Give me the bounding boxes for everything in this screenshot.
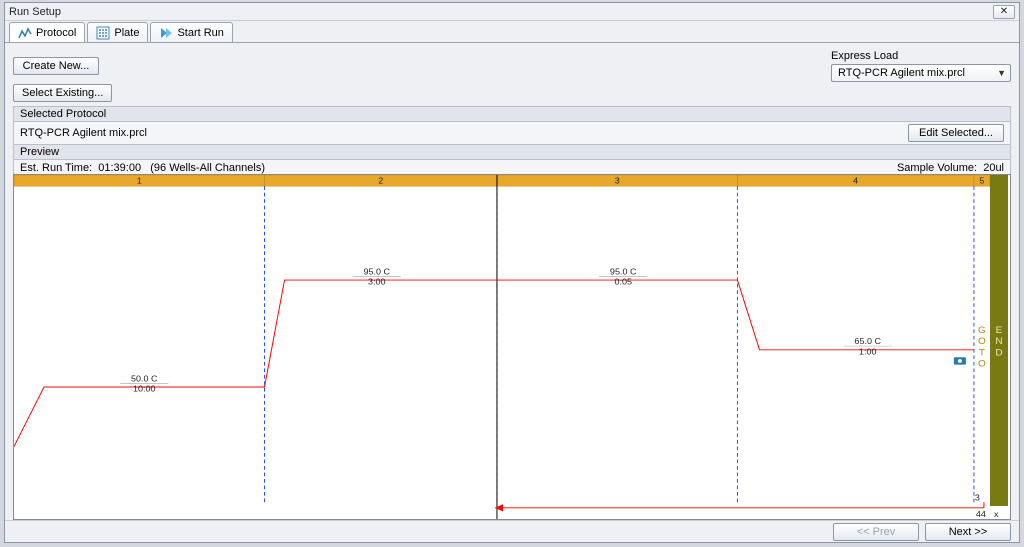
svg-text:O: O <box>978 359 986 370</box>
tab-label: Protocol <box>36 27 76 39</box>
svg-text:D: D <box>995 348 1002 359</box>
window-title: Run Setup <box>9 6 61 18</box>
selected-protocol-row: RTQ-PCR Agilent mix.prcl Edit Selected..… <box>13 122 1011 145</box>
plate-grid-icon <box>96 26 110 40</box>
svg-text:2: 2 <box>378 176 383 186</box>
tab-label: Start Run <box>177 27 223 39</box>
tab-plate[interactable]: Plate <box>87 22 148 42</box>
svg-text:3: 3 <box>615 176 620 186</box>
svg-text:3: 3 <box>975 493 980 503</box>
protocol-chart-icon <box>18 26 32 40</box>
svg-text:O: O <box>978 337 986 348</box>
svg-text:5: 5 <box>979 176 984 186</box>
svg-text:3:00: 3:00 <box>368 277 386 287</box>
selected-protocol-header: Selected Protocol <box>13 106 1011 122</box>
tab-bar: Protocol Plate Start Run <box>5 21 1019 43</box>
express-load-label: Express Load <box>831 50 1011 62</box>
selected-protocol-filename: RTQ-PCR Agilent mix.prcl <box>20 127 147 139</box>
protocol-panel: Create New... Express Load RTQ-PCR Agile… <box>5 44 1019 520</box>
tab-start-run[interactable]: Start Run <box>150 22 232 42</box>
svg-text:10:00: 10:00 <box>133 384 156 394</box>
run-setup-window: Run Setup ✕ Protocol Plate <box>4 2 1020 543</box>
svg-text:1:00: 1:00 <box>859 347 877 357</box>
wizard-footer: << Prev Next >> <box>5 520 1019 542</box>
svg-text:0:05: 0:05 <box>614 277 632 287</box>
svg-text:4: 4 <box>853 176 858 186</box>
svg-text:T: T <box>979 348 985 359</box>
titlebar: Run Setup ✕ <box>5 3 1019 21</box>
create-new-button[interactable]: Create New... <box>13 57 99 75</box>
channels-info: (96 Wells-All Channels) <box>150 162 265 174</box>
est-run-time-label: Est. Run Time: <box>20 162 92 174</box>
tab-label: Plate <box>114 27 139 39</box>
svg-text:50.0 C: 50.0 C <box>131 374 158 384</box>
chevron-down-icon: ▼ <box>997 68 1006 78</box>
svg-text:65.0 C: 65.0 C <box>854 337 881 347</box>
protocol-preview-chart: 12345ENDGOTO50.0 C10:0095.0 C3:0095.0 C0… <box>13 174 1011 520</box>
next-button[interactable]: Next >> <box>925 523 1011 541</box>
prev-button[interactable]: << Prev <box>833 523 919 541</box>
svg-text:95.0 C: 95.0 C <box>610 267 637 277</box>
select-existing-button[interactable]: Select Existing... <box>13 84 112 102</box>
tab-protocol[interactable]: Protocol <box>9 22 85 42</box>
edit-selected-button[interactable]: Edit Selected... <box>908 124 1004 142</box>
express-load-select[interactable]: RTQ-PCR Agilent mix.prcl ▼ <box>831 64 1011 82</box>
preview-header: Preview <box>13 145 1011 160</box>
svg-text:N: N <box>995 337 1002 348</box>
svg-text:44: 44 <box>976 509 986 519</box>
svg-text:E: E <box>996 325 1003 336</box>
svg-text:95.0 C: 95.0 C <box>363 267 390 277</box>
svg-text:G: G <box>978 325 986 336</box>
svg-text:1: 1 <box>137 176 142 186</box>
est-run-time-value: 01:39:00 <box>98 162 141 174</box>
play-icon <box>159 26 173 40</box>
express-load-value: RTQ-PCR Agilent mix.prcl <box>838 67 965 79</box>
sample-volume-value: 20ul <box>983 162 1004 174</box>
sample-volume-label: Sample Volume: <box>897 162 977 174</box>
protocol-chart-svg: 12345ENDGOTO50.0 C10:0095.0 C3:0095.0 C0… <box>14 175 1010 519</box>
svg-text:x: x <box>994 509 999 519</box>
close-icon[interactable]: ✕ <box>993 5 1015 19</box>
